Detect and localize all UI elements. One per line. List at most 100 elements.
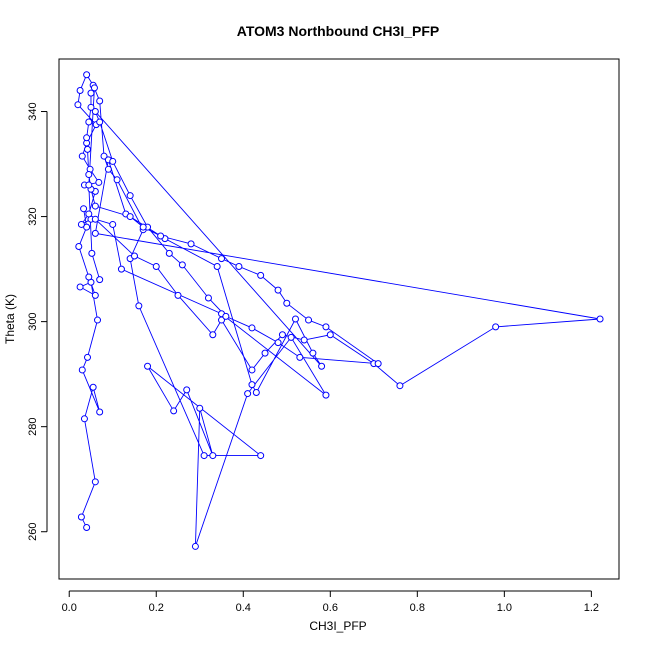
data-point — [91, 291, 99, 299]
data-point — [126, 213, 134, 221]
x-tick-label: 0.6 — [323, 602, 338, 614]
data-point — [165, 249, 173, 257]
data-point — [91, 202, 99, 210]
data-point — [257, 271, 265, 279]
data-point — [222, 312, 230, 320]
data-point — [300, 336, 308, 344]
data-point — [274, 286, 282, 294]
data-point — [113, 176, 121, 184]
data-point — [77, 513, 85, 521]
data-point — [78, 366, 86, 374]
data-point — [396, 382, 404, 390]
data-point — [257, 452, 265, 460]
y-tick-label: 280 — [27, 417, 39, 435]
data-point — [309, 349, 317, 357]
x-axis: 0.0 0.2 0.4 0.6 0.8 1.0 1.2 — [62, 590, 599, 614]
data-point — [85, 118, 93, 126]
data-point — [130, 252, 138, 260]
data-point — [287, 333, 295, 341]
data-point — [174, 291, 182, 299]
data-point — [326, 331, 334, 339]
x-tick-label: 1.0 — [497, 602, 512, 614]
data-point — [85, 273, 93, 281]
data-point — [85, 210, 93, 218]
data-point — [91, 229, 99, 237]
data-point — [209, 452, 217, 460]
data-point — [135, 302, 143, 310]
data-point — [209, 331, 217, 339]
x-tick-label: 0.2 — [149, 602, 164, 614]
data-point — [318, 362, 326, 370]
x-tick-label: 0.4 — [236, 602, 251, 614]
x-axis-label: CH3I_PFP — [309, 619, 366, 633]
data-point — [84, 145, 92, 153]
data-point — [96, 276, 104, 284]
data-point — [235, 262, 243, 270]
data-point — [322, 323, 330, 331]
data-point — [374, 360, 382, 368]
data-point — [78, 152, 86, 160]
data-point — [88, 249, 96, 257]
data-point — [80, 415, 88, 423]
data-point — [104, 165, 112, 173]
data-point — [89, 383, 97, 391]
data-point — [90, 84, 98, 92]
data-point — [91, 108, 99, 116]
data-point — [178, 261, 186, 269]
data-point — [283, 299, 291, 307]
data-point — [109, 157, 117, 165]
plot-frame — [58, 58, 620, 580]
data-point — [322, 391, 330, 399]
x-tick-label: 0.0 — [62, 602, 77, 614]
data-point — [83, 71, 91, 79]
data-point — [248, 381, 256, 389]
data-point — [94, 316, 102, 324]
data-point — [76, 87, 84, 95]
data-point — [117, 265, 125, 273]
data-point — [84, 353, 92, 361]
data-point — [213, 262, 221, 270]
data-point — [80, 205, 88, 213]
data-point — [126, 192, 134, 200]
data-point — [252, 389, 260, 397]
data-point — [74, 101, 82, 109]
data-point — [274, 339, 282, 347]
y-axis: 260 280 300 320 340 — [27, 102, 48, 541]
data-point — [87, 89, 95, 97]
data-point — [218, 255, 226, 263]
data-point — [96, 408, 104, 416]
data-point — [278, 331, 286, 339]
data-point — [83, 524, 91, 532]
data-point — [596, 315, 604, 323]
series-line — [77, 73, 601, 547]
data-point — [85, 181, 93, 189]
x-tick-label: 0.8 — [410, 602, 425, 614]
data-point — [183, 386, 191, 394]
data-point — [100, 152, 108, 160]
series-layer — [74, 71, 604, 550]
data-point — [96, 97, 104, 105]
data-point — [291, 315, 299, 323]
x-tick-label: 1.2 — [584, 602, 599, 614]
data-point — [196, 404, 204, 412]
data-point — [204, 294, 212, 302]
data-point — [144, 362, 152, 370]
y-tick-label: 300 — [27, 312, 39, 330]
data-point — [492, 323, 500, 331]
data-point — [77, 220, 85, 228]
data-point — [109, 220, 117, 228]
data-point — [76, 283, 84, 291]
data-point — [152, 262, 160, 270]
data-point — [187, 240, 195, 248]
data-point — [96, 118, 104, 126]
chart-title: ATOM3 Northbound CH3I_PFP — [237, 23, 439, 39]
data-point — [218, 316, 226, 324]
y-tick-label: 260 — [27, 523, 39, 541]
data-point — [200, 452, 208, 460]
data-point — [83, 134, 91, 142]
y-axis-label: Theta (K) — [3, 294, 17, 344]
data-point — [91, 478, 99, 486]
data-point — [87, 103, 95, 111]
data-point — [170, 407, 178, 415]
